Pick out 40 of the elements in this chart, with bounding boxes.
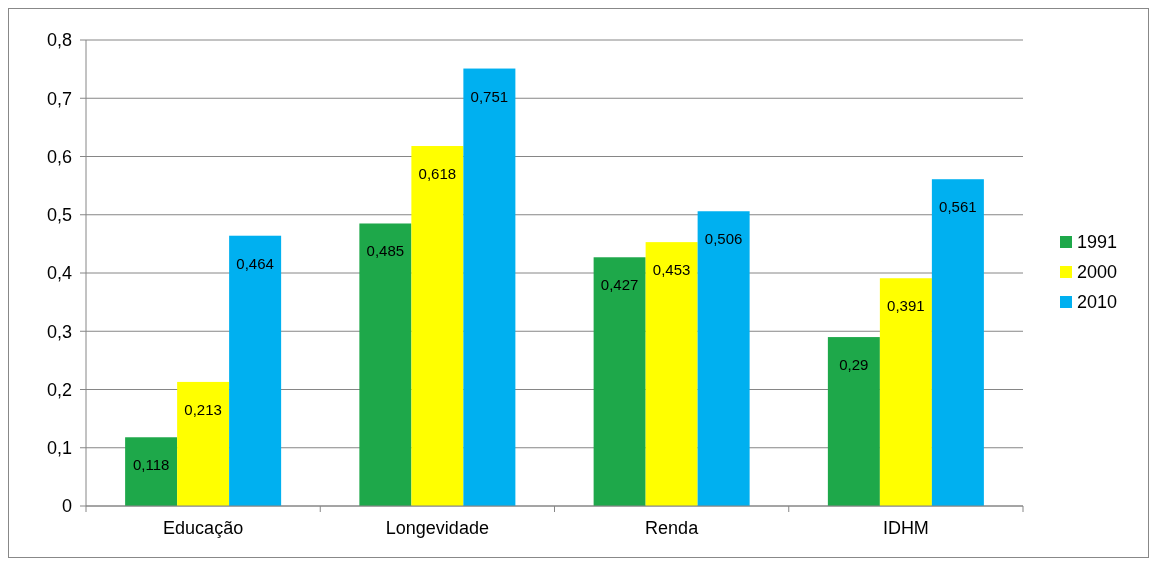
y-tick-label: 0,4 xyxy=(46,263,72,284)
bar xyxy=(827,337,880,506)
data-label: 0,485 xyxy=(366,242,405,260)
bar xyxy=(177,381,230,506)
y-tick-label: 0 xyxy=(61,496,72,517)
data-label: 0,29 xyxy=(839,356,869,374)
bar xyxy=(463,68,516,506)
x-tick-label: IDHM xyxy=(882,518,929,538)
data-label: 0,506 xyxy=(704,230,743,248)
y-tick-label: 0,5 xyxy=(46,205,72,226)
bar xyxy=(593,257,646,506)
legend-label: 1991 xyxy=(1077,232,1118,253)
bar xyxy=(879,278,932,506)
bar xyxy=(697,211,750,506)
data-label: 0,453 xyxy=(652,261,691,279)
bar xyxy=(645,242,698,506)
data-label: 0,213 xyxy=(184,400,222,418)
bar xyxy=(229,235,282,506)
data-label: 0,118 xyxy=(132,456,170,474)
y-tick-label: 0,7 xyxy=(46,88,72,109)
legend-label: 2000 xyxy=(1077,262,1118,283)
data-label: 0,391 xyxy=(887,297,925,315)
x-tick-label: Longevidade xyxy=(385,518,489,538)
bar xyxy=(359,223,412,506)
legend-label: 2010 xyxy=(1077,292,1118,313)
data-label: 0,464 xyxy=(236,254,274,272)
data-label: 0,427 xyxy=(600,276,639,294)
y-tick-label: 0,2 xyxy=(46,379,72,400)
y-tick-label: 0,1 xyxy=(46,438,72,459)
y-tick-label: 0,8 xyxy=(46,30,72,51)
bar xyxy=(125,437,178,506)
data-label: 0,561 xyxy=(939,198,977,216)
x-tick-label: Renda xyxy=(645,518,700,538)
data-label: 0,751 xyxy=(470,87,509,105)
data-label: 0,618 xyxy=(418,165,457,183)
x-tick-label: Educação xyxy=(163,518,244,538)
bar xyxy=(931,179,984,506)
y-tick-label: 0,3 xyxy=(46,321,72,342)
bar xyxy=(411,146,464,506)
y-tick-label: 0,6 xyxy=(46,146,72,167)
